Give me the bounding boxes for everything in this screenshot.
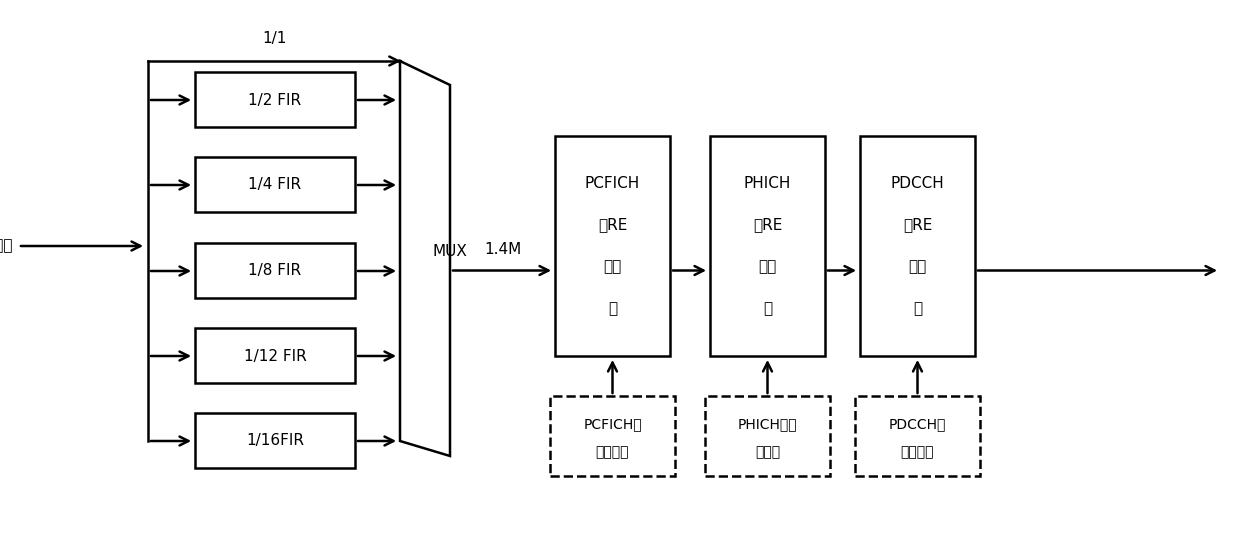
Text: 射: 射 xyxy=(913,301,923,316)
Text: 资源索引: 资源索引 xyxy=(595,445,629,459)
Text: 1/12 FIR: 1/12 FIR xyxy=(243,348,306,364)
Text: 1.4M: 1.4M xyxy=(484,241,521,256)
Bar xyxy=(195,157,355,212)
Bar xyxy=(195,413,355,468)
Text: 1/1: 1/1 xyxy=(262,31,286,46)
Text: PDCCH的: PDCCH的 xyxy=(889,417,946,431)
Bar xyxy=(861,136,975,356)
Text: PHICH的资: PHICH的资 xyxy=(738,417,797,431)
Polygon shape xyxy=(401,61,450,456)
Text: 1/2 FIR: 1/2 FIR xyxy=(248,93,301,108)
Bar xyxy=(195,328,355,383)
Text: PCFICH: PCFICH xyxy=(585,175,640,190)
Text: 的RE: 的RE xyxy=(903,217,932,233)
Text: 解映: 解映 xyxy=(604,260,621,274)
Text: 资源索引: 资源索引 xyxy=(900,445,934,459)
Text: 1/16FIR: 1/16FIR xyxy=(246,433,304,448)
Bar xyxy=(551,396,675,476)
Text: 源索引: 源索引 xyxy=(755,445,780,459)
Text: 射: 射 xyxy=(608,301,618,316)
Bar xyxy=(195,72,355,127)
Bar xyxy=(195,243,355,298)
Text: MUX: MUX xyxy=(433,243,467,259)
Text: PDCCH: PDCCH xyxy=(890,175,945,190)
Text: PCFICH的: PCFICH的 xyxy=(583,417,642,431)
Text: 射: 射 xyxy=(763,301,773,316)
Bar xyxy=(856,396,980,476)
Text: 1/4 FIR: 1/4 FIR xyxy=(248,177,301,193)
Bar xyxy=(556,136,670,356)
Text: 的RE: 的RE xyxy=(598,217,627,233)
Text: 解映: 解映 xyxy=(909,260,926,274)
Text: 输入带宽: 输入带宽 xyxy=(0,239,12,254)
Bar xyxy=(711,136,825,356)
Text: 1/8 FIR: 1/8 FIR xyxy=(248,263,301,279)
Text: PHICH: PHICH xyxy=(744,175,791,190)
Text: 解映: 解映 xyxy=(759,260,776,274)
Text: 的RE: 的RE xyxy=(753,217,782,233)
Bar xyxy=(706,396,830,476)
